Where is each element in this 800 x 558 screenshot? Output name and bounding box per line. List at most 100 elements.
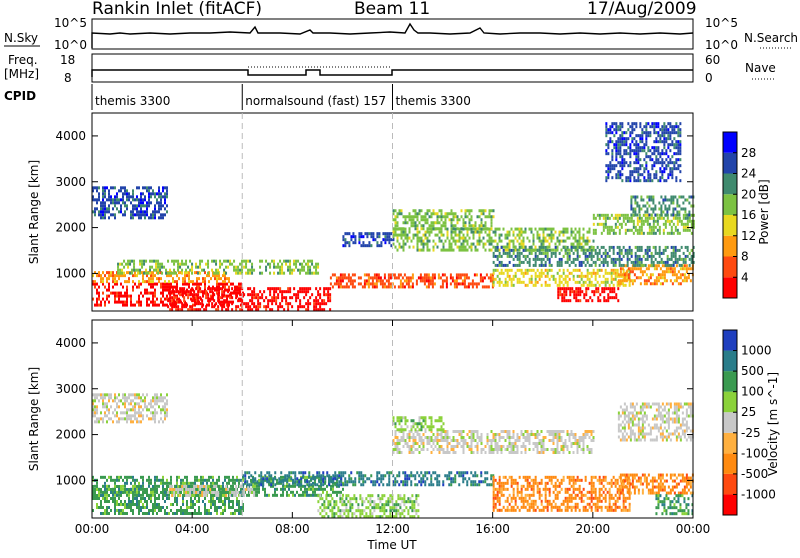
- y-tick-label: 3000: [55, 382, 86, 396]
- colorbar-swatch: [723, 392, 737, 413]
- colorbar-tick-label: -1000: [741, 487, 776, 501]
- colorbar-swatch: [723, 153, 737, 174]
- x-tick-label: 00:00: [75, 522, 110, 536]
- cpid-row: CPID themis 3300 normalsound (fast) 157 th…: [4, 84, 471, 110]
- colorbar-swatch: [723, 194, 737, 215]
- colorbar-tick-label: -100: [741, 446, 768, 460]
- colorbar-swatch: [723, 371, 737, 392]
- colorbar-tick-label: 24: [741, 167, 756, 181]
- scatter-region: [92, 393, 168, 423]
- scatter-region: [630, 196, 694, 217]
- scatter-region: [92, 271, 230, 283]
- x-tick-label: 20:00: [576, 522, 611, 536]
- colorbar-tick-label: 12: [741, 229, 756, 243]
- nsky-tick-bottom: 10^0: [54, 38, 87, 52]
- colorbar-swatch: [723, 412, 737, 433]
- freq-trace: [92, 70, 693, 77]
- scatter-region: [393, 430, 595, 454]
- colorbar-swatch: [723, 215, 737, 236]
- freq-unit: [MHz]: [4, 67, 39, 81]
- colorbar-swatch: [723, 132, 737, 153]
- y-tick-label: 2000: [55, 428, 86, 442]
- scatter-region: [593, 214, 695, 235]
- y-tick-label: 2000: [55, 221, 86, 235]
- colorbar-tick-label: 25: [741, 405, 756, 419]
- scatter-region: [557, 287, 619, 302]
- colorbar-swatch: [723, 453, 737, 474]
- scatter-region: [493, 269, 631, 287]
- colorbar-swatch: [723, 474, 737, 495]
- cpid-label: CPID: [4, 89, 36, 103]
- cpid-segment-label: normalsound (fast) 157: [245, 94, 386, 108]
- colorbar-swatch: [723, 351, 737, 372]
- nsearch-tick-bottom: 10^0: [705, 38, 738, 52]
- colorbar-tick-label: 20: [741, 187, 756, 201]
- scatter-region: [117, 260, 319, 275]
- station-title: Rankin Inlet (fitACF): [92, 0, 262, 19]
- power-colorbar: 28 24 20 16 12 8 4 Power [dB]: [723, 132, 771, 298]
- scatter-region: [605, 122, 681, 182]
- power-panel: 1000 2000 3000 4000 Slant Range [km]: [27, 113, 695, 311]
- time-axis-label: Time UT: [366, 538, 417, 552]
- nave-label: Nave: [745, 61, 776, 75]
- power-ylabel: Slant Range [km]: [27, 160, 41, 264]
- x-tick-label: 04:00: [175, 522, 210, 536]
- y-tick-label: 4000: [55, 129, 86, 143]
- nsearch-tick-top: 10^5: [705, 16, 738, 30]
- colorbar-swatch: [723, 277, 737, 298]
- colorbar-tick-label: 16: [741, 208, 756, 222]
- velocity-panel: 1000 2000 3000 4000 00:00 04:00 08:00 12:00 16:…: [27, 320, 710, 552]
- beam-label: Beam 11: [354, 0, 430, 19]
- colorbar-swatch: [723, 330, 737, 351]
- scatter-region: [393, 416, 445, 431]
- colorbar-tick-label: 4: [741, 270, 749, 284]
- scatter-region: [342, 232, 394, 247]
- colorbar-tick-label: 28: [741, 146, 756, 160]
- power-colorbar-label: Power [dB]: [757, 179, 771, 244]
- colorbar-swatch: [723, 433, 737, 454]
- freq-tick-top: 18: [60, 53, 75, 67]
- velocity-ylabel: Slant Range [km]: [27, 367, 41, 471]
- x-tick-label: 00:00: [676, 522, 711, 536]
- x-tick-label: 16:00: [475, 522, 510, 536]
- scatter-region: [493, 476, 631, 512]
- colorbar-swatch: [723, 174, 737, 195]
- freq-panel: Freq. [MHz] 18 8 60 0 Nave: [4, 53, 776, 85]
- scatter-region: [655, 494, 693, 515]
- freq-tick-bottom: 8: [64, 71, 72, 85]
- scatter-region: [92, 186, 168, 219]
- nsky-trace: [92, 24, 693, 48]
- scatter-region: [393, 209, 495, 230]
- scatter-region: [317, 494, 419, 518]
- nsearch-label: N.Search: [744, 31, 798, 45]
- colorbar-swatch: [723, 494, 737, 515]
- cpid-segment-label: themis 3300: [396, 94, 471, 108]
- y-tick-label: 4000: [55, 336, 86, 350]
- colorbar-tick-label: 1000: [741, 344, 772, 358]
- date-label: 17/Aug/2009: [587, 0, 697, 19]
- x-tick-label: 08:00: [275, 522, 310, 536]
- cpid-segment-label: themis 3300: [95, 94, 170, 108]
- freq-label: Freq.: [8, 53, 38, 67]
- colorbar-tick-label: -500: [741, 467, 768, 481]
- nave-tick-bottom: 0: [705, 71, 713, 85]
- y-tick-label: 1000: [55, 266, 86, 280]
- y-tick-label: 1000: [55, 473, 86, 487]
- colorbar-tick-label: 8: [741, 250, 749, 264]
- colorbar-swatch: [723, 257, 737, 278]
- colorbar-swatch: [723, 236, 737, 257]
- nsky-label: N.Sky: [4, 31, 38, 45]
- velocity-colorbar-label: Velocity [m s^-1]: [766, 372, 780, 476]
- nave-tick-top: 60: [705, 53, 720, 67]
- colorbar-tick-label: 100: [741, 385, 764, 399]
- scatter-region: [330, 273, 494, 288]
- nsky-panel: N.Sky 10^5 10^0 10^5 10^0 N.Search: [4, 16, 798, 52]
- velocity-colorbar: 1000 500 100 25 -25 -100 -500 -1000 Velocity [m…: [723, 330, 780, 515]
- scatter-region: [618, 403, 694, 442]
- x-tick-label: 12:00: [375, 522, 410, 536]
- nsky-tick-top: 10^5: [54, 16, 87, 30]
- colorbar-tick-label: -25: [741, 426, 761, 440]
- colorbar-tick-label: 500: [741, 364, 764, 378]
- y-tick-label: 3000: [55, 175, 86, 189]
